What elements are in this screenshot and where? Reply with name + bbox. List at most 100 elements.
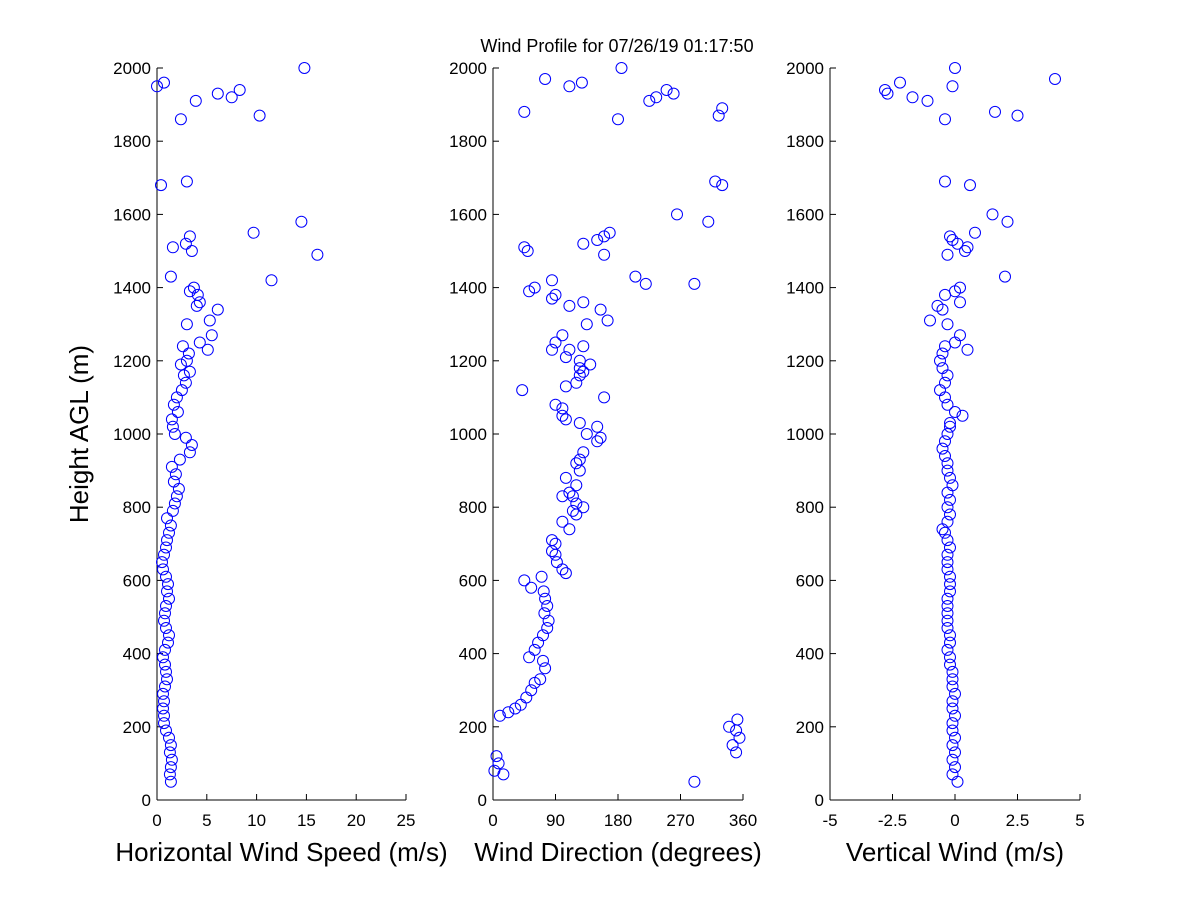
wdir-data-point	[525, 684, 538, 697]
vw-data-point	[944, 578, 956, 591]
wdir-data-point	[556, 515, 569, 528]
vw-data-point	[924, 314, 936, 327]
vw-data-point	[946, 702, 959, 715]
wdir-data-point	[539, 73, 552, 85]
wdir-y-tick-label: 1800	[449, 132, 487, 151]
vw-data-point	[954, 281, 966, 294]
vw-data-point	[1049, 73, 1061, 85]
hws-y-tick-label: 400	[123, 645, 151, 664]
hws-data-point	[158, 548, 170, 561]
wdir-data-point	[502, 706, 515, 719]
hws-x-tick-label: 0	[152, 811, 161, 830]
wdir-data-point	[559, 471, 572, 484]
wdir-data-point	[688, 775, 701, 788]
vw-data-point	[944, 230, 956, 243]
vw-data-point	[969, 226, 981, 239]
wdir-data-point	[730, 746, 743, 759]
wdir-data-point	[492, 757, 505, 770]
hws-data-point	[172, 482, 185, 495]
vw-data-point	[941, 643, 954, 656]
wdir-data-point	[563, 486, 576, 499]
vw-data-point	[961, 343, 974, 356]
wdir-data-point	[538, 607, 551, 620]
hws-data-point	[159, 607, 171, 620]
vw-x-axis-label: Vertical Wind (m/s)	[846, 837, 1064, 867]
hws-data-point	[179, 376, 192, 389]
wdir-data-point	[591, 435, 604, 448]
hws-x-tick-label: 15	[297, 811, 316, 830]
vw-data-point	[941, 556, 954, 569]
wdir-data-point	[723, 720, 736, 733]
wdir-data-point	[550, 556, 563, 569]
wdir-x-tick-label: 180	[604, 811, 632, 830]
vw-data-point	[946, 768, 959, 781]
wdir-data-point	[580, 428, 593, 440]
wdir-y-tick-label: 200	[459, 718, 487, 737]
vw-data-point	[936, 362, 949, 375]
hws-data-point	[193, 336, 206, 349]
wdir-data-point	[518, 574, 531, 587]
hws-data-point	[170, 391, 183, 404]
wdir-data-point	[563, 523, 576, 536]
wdir-data-point	[671, 208, 683, 221]
vw-x-tick-label: 0	[950, 811, 959, 830]
wdir-data-point	[650, 91, 663, 104]
wdir-y-tick-label: 800	[459, 498, 487, 517]
vw-data-point	[881, 87, 894, 100]
wdir-data-point	[541, 600, 554, 612]
vw-data-point	[936, 523, 949, 536]
hws-data-point	[167, 398, 180, 411]
wdir-data-point	[539, 662, 552, 675]
wdir-data-point	[612, 113, 624, 126]
hws-data-point	[247, 226, 260, 239]
vw-data-point	[941, 318, 954, 331]
vw-data-point	[941, 614, 954, 627]
hws-data-point	[166, 420, 179, 433]
vw-data-point	[941, 486, 954, 499]
wdir-data-point	[601, 314, 614, 327]
hws-data-point	[177, 369, 190, 382]
wdir-data-point	[525, 581, 538, 594]
hws-data-point	[161, 585, 173, 598]
wdir-data-point	[488, 764, 501, 777]
vw-data-point	[941, 501, 954, 514]
vw-data-point	[944, 417, 956, 429]
wdir-data-point	[546, 292, 558, 305]
wdir-data-point	[716, 102, 729, 115]
hws-data-point	[155, 179, 167, 192]
wdir-data-point	[629, 270, 642, 283]
wdir-data-point	[577, 446, 590, 459]
hws-data-point	[171, 406, 184, 418]
vw-data-point	[986, 208, 999, 221]
vertical-wind-panel: 0 200 400 600 800 1000 1200 1400 1600 1800 2000 -5 -…	[786, 59, 1085, 867]
wdir-data-point	[556, 329, 569, 342]
vw-data-point	[949, 406, 961, 418]
wdir-x-tick-label: 90	[546, 811, 565, 830]
vw-data-point	[941, 398, 954, 411]
vw-data-point	[939, 340, 951, 353]
hws-data-point	[158, 717, 170, 730]
vw-data-point	[934, 354, 946, 367]
vw-data-point	[941, 607, 954, 620]
wdir-data-point	[577, 365, 590, 378]
wind-direction-panel: 0 200 400 600 800 1000 1200 1400 1600 1800 2000 0 90…	[449, 59, 762, 867]
hws-data-point	[180, 318, 193, 331]
vw-data-point	[944, 636, 956, 649]
vw-data-point	[944, 420, 956, 433]
y-axis-label: Height AGL (m)	[64, 345, 94, 523]
wdir-x-tick-label: 360	[729, 811, 757, 830]
vw-data-point	[879, 84, 891, 96]
vw-x-tick-label: -5	[822, 811, 837, 830]
wdir-y-tick-label: 1400	[449, 279, 487, 298]
wdir-data-point	[573, 453, 586, 466]
wdir-data-point	[667, 87, 680, 100]
wdir-data-point	[556, 402, 569, 415]
vw-data-point	[946, 665, 959, 678]
vw-data-point	[906, 91, 919, 104]
wdir-data-point	[559, 380, 572, 393]
wdir-y-tick-label: 1600	[449, 205, 487, 224]
hws-data-point	[163, 731, 175, 744]
wdir-data-point	[570, 508, 583, 521]
vw-data-point	[941, 600, 954, 612]
